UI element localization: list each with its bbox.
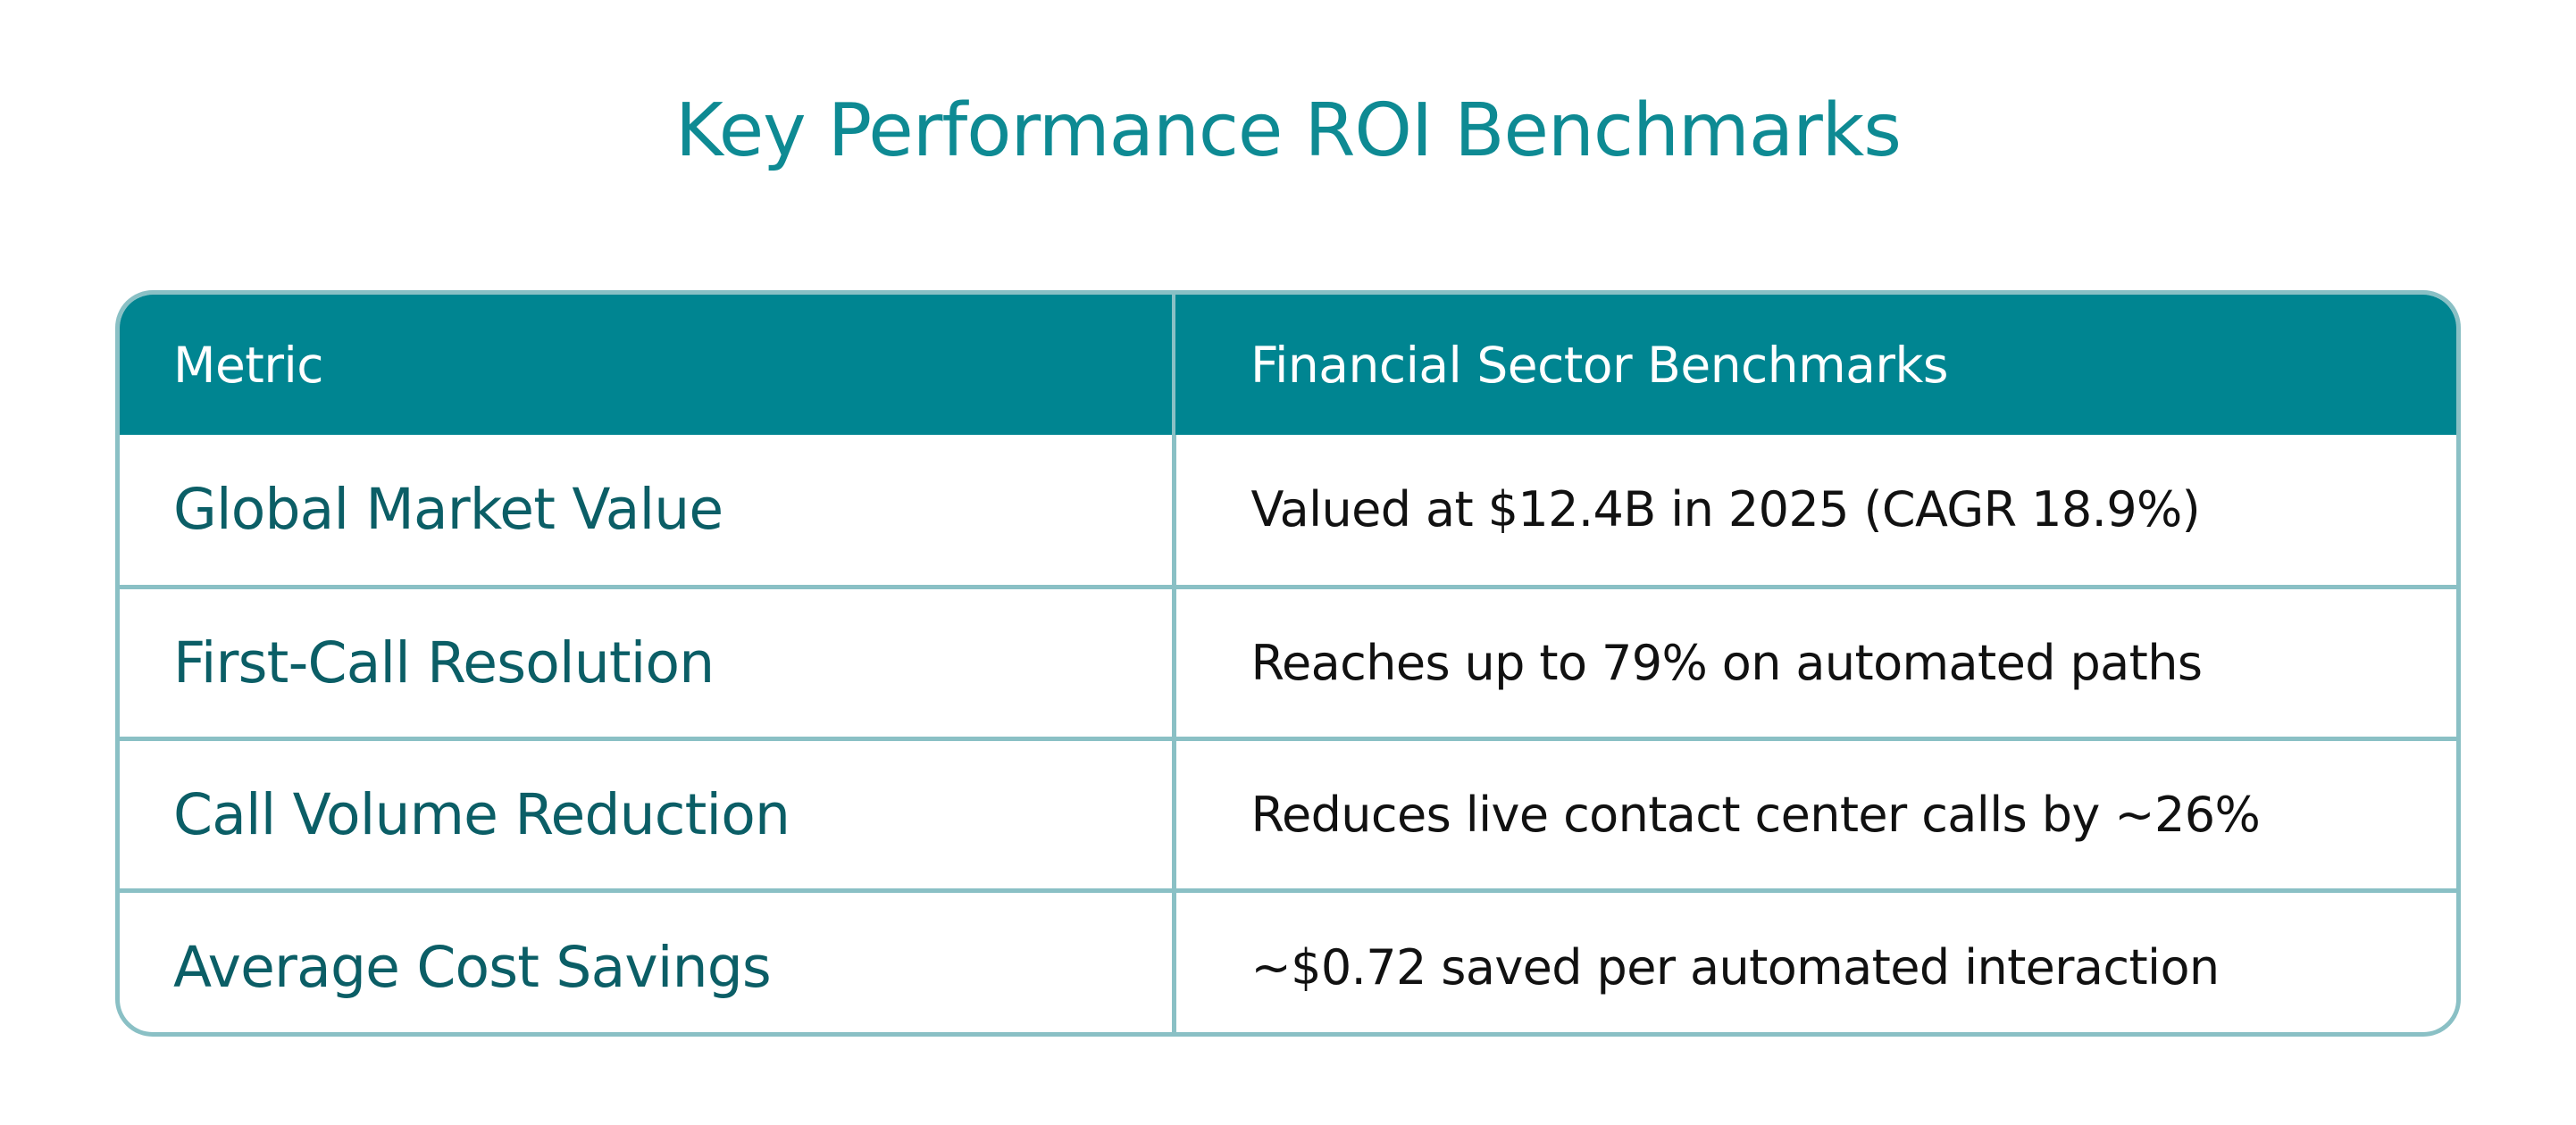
benchmark-cell: Reduces live contact center calls by ~26… — [1171, 736, 2456, 890]
benchmarks-table: Metric Financial Sector Benchmarks Globa… — [120, 295, 2456, 1032]
metric-cell: Average Cost Savings — [120, 888, 1174, 1032]
table-row: Call Volume Reduction Reduces live conta… — [120, 736, 2456, 890]
benchmarks-table-container: Metric Financial Sector Benchmarks Globa… — [115, 290, 2461, 1037]
table-row: Global Market Value Valued at $12.4B in … — [120, 435, 2456, 587]
metric-cell: First-Call Resolution — [120, 584, 1174, 738]
table-row: Average Cost Savings ~$0.72 saved per au… — [120, 888, 2456, 1032]
metric-cell: Global Market Value — [173, 477, 723, 543]
benchmark-cell: Valued at $12.4B in 2025 (CAGR 18.9%) — [1171, 435, 2456, 587]
header-metric: Metric — [120, 295, 1174, 435]
benchmark-cell: Reaches up to 79% on automated paths — [1171, 584, 2456, 738]
benchmark-cell: ~$0.72 saved per automated interaction — [1171, 888, 2456, 1032]
page-title: Key Performance ROI Benchmarks — [675, 88, 1902, 173]
table-header-row: Metric Financial Sector Benchmarks — [120, 295, 2456, 435]
table-row: First-Call Resolution Reaches up to 79% … — [120, 584, 2456, 738]
metric-cell: Call Volume Reduction — [120, 736, 1174, 890]
header-financial-sector-benchmarks: Financial Sector Benchmarks — [1172, 295, 2456, 435]
